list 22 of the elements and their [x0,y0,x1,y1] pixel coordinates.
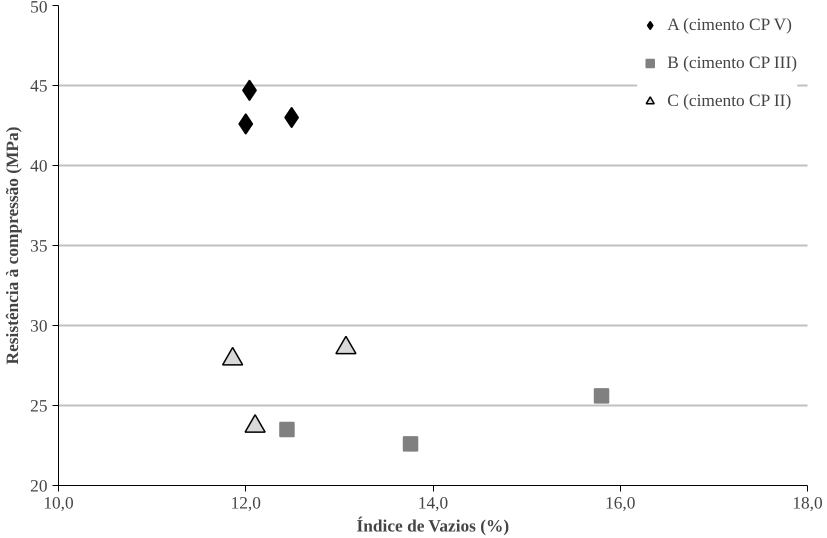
x-tick-label: 18,0 [792,494,823,512]
x-tick-label: 14,0 [418,494,448,512]
y-tick-label: 25 [30,396,48,416]
x-tick-label: 16,0 [605,494,636,512]
x-tick-label: 12,0 [230,494,261,512]
legend-label: C (cimento CP II) [667,91,792,111]
point [279,422,295,438]
y-tick-label: 35 [30,236,48,256]
y-axis-title: Resistência à compressão (MPa) [3,126,22,364]
x-tick-label: 10,0 [43,494,74,512]
point [402,436,418,452]
x-axis-title: Índice de Vazios (%) [356,516,510,536]
point [284,106,300,128]
y-tick-label: 40 [30,156,48,176]
legend-label: B (cimento CP III) [667,53,797,73]
point [238,113,254,135]
legend-label: A (cimento CP V) [667,15,792,35]
y-tick-label: 45 [30,76,48,96]
y-tick-label: 30 [30,316,48,336]
point [594,388,610,404]
y-tick-label: 20 [30,476,48,496]
y-tick-label: 50 [30,0,48,16]
